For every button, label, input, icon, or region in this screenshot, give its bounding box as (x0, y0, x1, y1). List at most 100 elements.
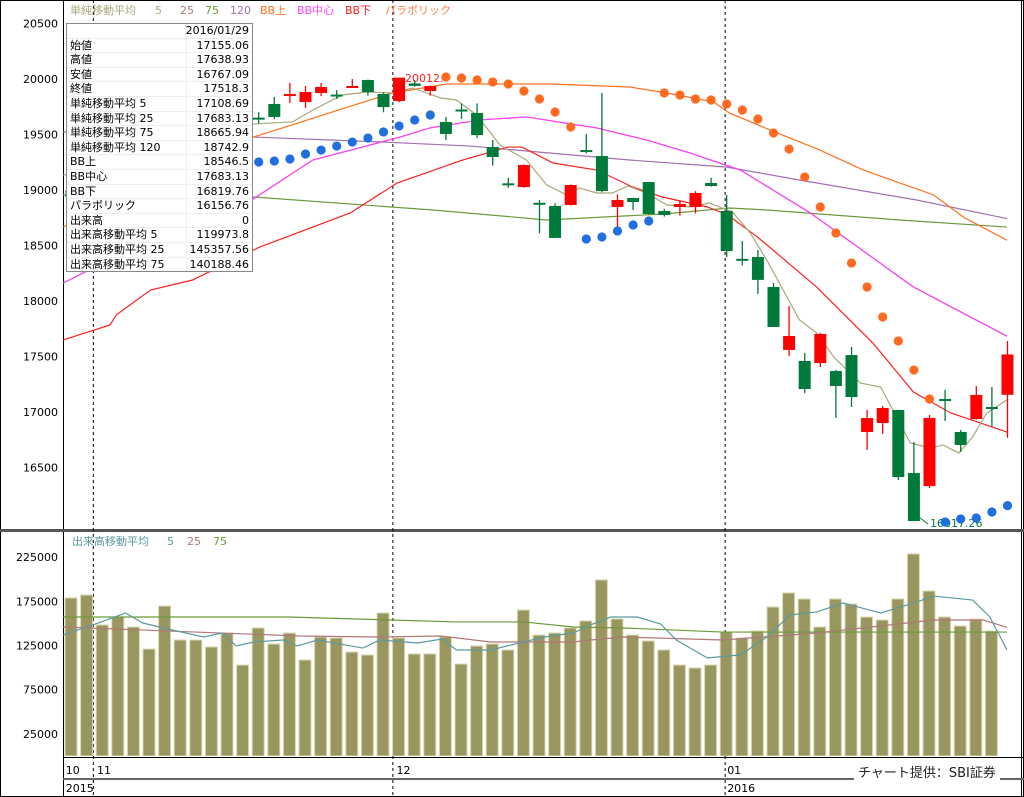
candle (268, 96, 281, 119)
volume-bar (735, 637, 749, 756)
info-label: 始値 (67, 38, 187, 53)
candle-body (767, 287, 780, 327)
volume-bar (95, 624, 109, 756)
info-row: 単純移動平均 25 17683.13 (67, 111, 252, 127)
info-value: 145357.56 (189, 242, 250, 256)
candle (829, 369, 842, 418)
volume-tick-label: 25000 (23, 728, 58, 741)
sar-dot (425, 110, 435, 120)
volume-bar (376, 612, 390, 756)
legend-item: BB中心 (297, 4, 334, 17)
info-row: 単純移動平均 120 18742.9 (67, 140, 252, 156)
candle-body (845, 355, 858, 398)
legend-item: 75 (205, 4, 219, 17)
candle-body (736, 258, 749, 261)
price-tick-label: 16500 (23, 462, 58, 475)
volume-legend-item: 75 (213, 535, 227, 548)
volume-bar (984, 630, 998, 756)
info-value: 17683.13 (196, 169, 250, 183)
candle-body (907, 473, 920, 522)
candle (736, 241, 749, 266)
volume-tick-label: 175000 (16, 595, 58, 608)
sar-dot (987, 507, 997, 517)
info-row: 出来高移動平均 5 119973.8 (67, 228, 252, 243)
volume-bar (64, 597, 78, 756)
candle (439, 116, 452, 141)
volume-bar (782, 592, 796, 756)
candle (330, 90, 343, 99)
candle-body (798, 360, 811, 390)
volume-bar (594, 579, 608, 756)
panel-separator (0, 529, 1024, 532)
data-info-box: 2016/01/29 始値 17155.06 高値 17638.93 安値 16767.0… (66, 23, 253, 273)
sar-dot (737, 105, 747, 115)
sar-dot (566, 122, 576, 132)
candle (549, 203, 562, 238)
candle (408, 80, 421, 87)
info-value: 16156.76 (196, 199, 250, 213)
candle-body (814, 333, 827, 364)
candle-body (970, 395, 983, 419)
candle-body (829, 371, 842, 387)
candle (673, 199, 686, 216)
candle-body (549, 205, 562, 238)
candle (627, 197, 640, 210)
volume-bar (111, 616, 125, 756)
candle-body (517, 165, 530, 188)
candle-body (439, 121, 452, 134)
volume-bar (126, 626, 140, 756)
candle-body (876, 408, 889, 423)
info-label: BB中心 (67, 169, 187, 184)
candle (907, 441, 920, 522)
price-tick-label: 18000 (23, 295, 58, 308)
info-value: 18546.5 (203, 155, 250, 169)
candle-body (424, 85, 437, 91)
sar-dot (753, 114, 763, 124)
sar-dot (316, 145, 326, 155)
volume-bar (922, 590, 936, 756)
sar-dot (956, 514, 966, 524)
candle (252, 112, 265, 124)
volume-bar (454, 663, 468, 756)
candle-body (408, 83, 421, 86)
info-row: 高値 17638.93 (67, 53, 252, 68)
sar-dot (1002, 500, 1013, 511)
volume-ma-lines (63, 595, 1008, 659)
candle (580, 133, 593, 154)
volume-bar (860, 616, 874, 756)
volume-bar (938, 616, 952, 756)
bb-lower-line (63, 146, 1008, 433)
candle-body (627, 197, 640, 202)
volume-bar (844, 603, 858, 756)
candle-body (720, 210, 733, 252)
candle (892, 409, 905, 481)
low-leader-line (919, 517, 929, 525)
year-label: 2015 (66, 782, 94, 795)
volume-bar (501, 649, 515, 756)
sar-dot (597, 232, 607, 242)
info-label: 出来高移動平均 75 (67, 257, 187, 272)
sar-dot (394, 121, 404, 131)
volume-bar (142, 648, 156, 756)
sar-dot (612, 226, 623, 236)
high-leader-line (395, 77, 404, 85)
candle (486, 140, 499, 166)
month-label: 01 (727, 764, 741, 777)
info-row: 単純移動平均 5 17108.69 (67, 96, 252, 112)
info-row: 出来高 0 (67, 213, 252, 229)
candle (455, 103, 468, 119)
sar-dot (534, 94, 545, 104)
volume-tick-label: 225000 (16, 551, 58, 564)
candle (361, 79, 374, 96)
volume-bar (906, 553, 920, 756)
volume-bar (407, 653, 421, 756)
volume-bar (719, 631, 733, 756)
candle (315, 82, 328, 96)
sar-dot (940, 517, 950, 527)
volume-bar (282, 632, 296, 756)
candle (783, 305, 796, 356)
candle-body (954, 431, 967, 445)
candle (861, 410, 874, 450)
volume-bar (766, 606, 780, 756)
